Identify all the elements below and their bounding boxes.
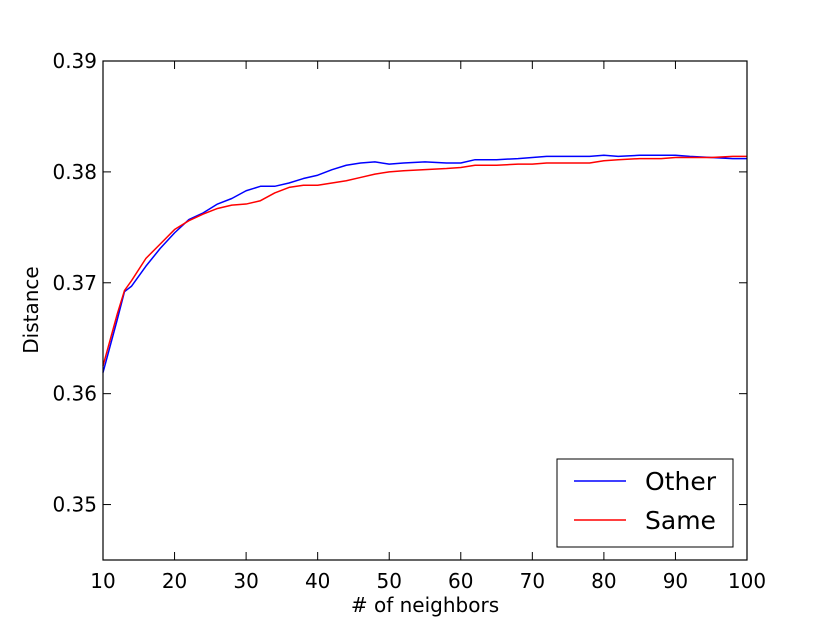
legend: Other Same	[556, 458, 734, 548]
legend-label-same: Same	[645, 506, 716, 535]
legend-box	[556, 458, 734, 548]
x-tick-label: 80	[591, 569, 616, 593]
x-tick-label: 90	[663, 569, 688, 593]
legend-label-other: Other	[645, 467, 717, 496]
y-tick-label: 0.39	[52, 49, 97, 73]
y-tick-label: 0.36	[52, 382, 97, 406]
x-tick-label: 20	[162, 569, 187, 593]
x-tick-label: 60	[448, 569, 473, 593]
x-axis-label: # of neighbors	[351, 593, 499, 617]
x-tick-label: 70	[520, 569, 545, 593]
y-axis-label: Distance	[19, 266, 43, 353]
series-line-same	[102, 155, 747, 367]
x-tick-label: 30	[233, 569, 258, 593]
plot-frame	[102, 60, 748, 561]
series-layer	[102, 154, 747, 373]
y-tick-label: 0.35	[52, 493, 97, 517]
x-tick-label: 10	[90, 569, 115, 593]
y-tick-label: 0.38	[52, 160, 97, 184]
x-tick-label: 100	[728, 569, 766, 593]
x-axis-ticks: 10 20 30 40 50 60 70 80 90 100	[90, 61, 766, 593]
y-axis-ticks: 0.35 0.36 0.37 0.38 0.39	[52, 49, 747, 517]
y-tick-label: 0.37	[52, 271, 97, 295]
x-tick-label: 40	[305, 569, 330, 593]
x-tick-label: 50	[376, 569, 401, 593]
